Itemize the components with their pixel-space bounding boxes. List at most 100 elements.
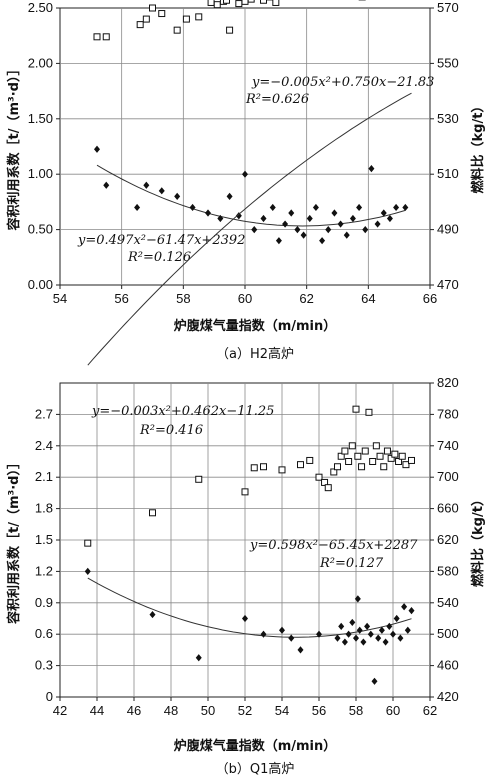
y-tick-label: 2.00 xyxy=(28,55,53,70)
data-point-square xyxy=(324,484,332,492)
data-point-diamond xyxy=(306,214,313,223)
x-tick-label: 62 xyxy=(299,291,313,306)
y-tick-label: 1.5 xyxy=(35,532,53,547)
data-point-square xyxy=(398,452,406,460)
data-point-diamond xyxy=(368,165,375,173)
data-point-square xyxy=(297,461,304,469)
data-point-square xyxy=(241,488,249,496)
y-tick-label: 2.1 xyxy=(35,469,53,484)
data-point-diamond xyxy=(174,192,181,200)
y2-tick-label: 500 xyxy=(437,626,459,641)
data-point-diamond xyxy=(354,595,361,603)
x-tick-label: 42 xyxy=(53,703,67,718)
regression-equation: y=0.598x²−65.45x+2287 xyxy=(249,538,418,553)
data-point-square xyxy=(158,10,166,18)
r-squared-label: R²=0.126 xyxy=(127,250,191,265)
r-squared-label: R²=0.626 xyxy=(245,92,309,107)
data-point-diamond xyxy=(297,646,304,654)
data-point-square xyxy=(241,0,249,5)
regression-equation: y=−0.003x²+0.462x−11.25 xyxy=(91,404,274,419)
data-point-square xyxy=(278,466,286,474)
data-point-diamond xyxy=(251,226,258,234)
data-point-diamond xyxy=(362,226,369,234)
data-point-diamond xyxy=(325,226,332,234)
y-tick-label: 0.9 xyxy=(35,595,53,610)
data-point-diamond xyxy=(404,626,411,634)
r-squared-label: R²=0.416 xyxy=(139,423,203,438)
chart-b: 42 44 46 48 50 52 54 56 58 60 6200.30.60.91.21.51.… xyxy=(6,92,486,777)
y2-tick-label: 510 xyxy=(437,166,459,181)
regression-equation: y=0.497x²−61.47x+2392 xyxy=(77,233,245,248)
data-point-diamond xyxy=(341,638,348,646)
data-point-diamond xyxy=(374,220,381,228)
x-axis-title: 炉腹煤气量指数（m/min） xyxy=(174,738,337,754)
data-point-diamond xyxy=(279,626,285,634)
data-point-square xyxy=(149,509,156,517)
regression-equation: y=−0.005x²+0.750x−21.83 xyxy=(251,75,434,90)
data-point-diamond xyxy=(94,145,100,153)
data-point-square xyxy=(358,463,366,471)
data-point-diamond xyxy=(288,634,295,642)
y-tick-label: 0 xyxy=(46,689,53,704)
data-point-square xyxy=(182,15,190,23)
data-point-diamond xyxy=(338,622,345,630)
y2-tick-label: 660 xyxy=(437,501,459,516)
data-point-square xyxy=(391,450,399,458)
data-point-square xyxy=(345,458,353,465)
data-point-square xyxy=(369,458,377,465)
x-tick-label: 46 xyxy=(127,703,141,718)
y2-tick-label: 460 xyxy=(437,658,459,673)
data-point-diamond xyxy=(345,630,352,638)
trend-line xyxy=(87,577,412,638)
y2-tick-label: 490 xyxy=(437,222,459,237)
y2-tick-label: 530 xyxy=(437,111,459,126)
data-point-diamond xyxy=(195,654,202,662)
data-point-diamond xyxy=(242,614,248,623)
r-squared-label: R²=0.127 xyxy=(319,556,384,571)
y-tick-label: 1.2 xyxy=(35,563,53,578)
data-point-diamond xyxy=(337,220,344,228)
data-point-square xyxy=(260,0,267,4)
x-tick-label: 50 xyxy=(201,703,215,718)
data-point-square xyxy=(93,33,101,41)
data-point-square xyxy=(334,463,341,471)
data-point-square xyxy=(380,463,388,471)
y-tick-label: 2.7 xyxy=(35,406,53,421)
y2-tick-label: 620 xyxy=(437,532,459,547)
data-point-square xyxy=(142,15,150,23)
data-point-diamond xyxy=(235,212,242,220)
data-point-square xyxy=(84,539,92,547)
data-point-square xyxy=(149,4,156,12)
data-point-diamond xyxy=(386,214,393,223)
data-point-diamond xyxy=(393,203,400,212)
data-point-square xyxy=(173,26,181,34)
y2-tick-label: 540 xyxy=(437,595,459,610)
data-point-square xyxy=(250,464,258,472)
data-point-square xyxy=(387,454,395,462)
data-point-diamond xyxy=(260,630,267,638)
data-point-diamond xyxy=(356,203,363,212)
data-point-diamond xyxy=(408,607,415,615)
data-point-diamond xyxy=(343,231,350,239)
data-point-square xyxy=(136,21,144,29)
data-point-diamond xyxy=(294,226,301,234)
y-tick-label: 2.50 xyxy=(28,0,53,15)
y-tick-label: 0.6 xyxy=(35,626,53,641)
data-point-square xyxy=(315,473,323,481)
data-point-square xyxy=(195,13,203,21)
data-point-square xyxy=(321,478,329,486)
data-point-diamond xyxy=(401,603,408,611)
data-point-square xyxy=(395,458,403,465)
y-tick-label: 0.00 xyxy=(28,277,53,292)
y2-axis-title: 燃料比（kg/t） xyxy=(470,100,486,194)
y-tick-label: 1.00 xyxy=(28,166,53,181)
data-point-square xyxy=(352,405,360,413)
data-point-square xyxy=(372,442,380,450)
data-point-square xyxy=(195,475,203,483)
data-point-diamond xyxy=(393,614,400,623)
y2-tick-label: 740 xyxy=(437,438,459,453)
data-point-square xyxy=(102,33,110,41)
y2-tick-label: 820 xyxy=(437,375,459,390)
data-point-diamond xyxy=(331,209,338,217)
